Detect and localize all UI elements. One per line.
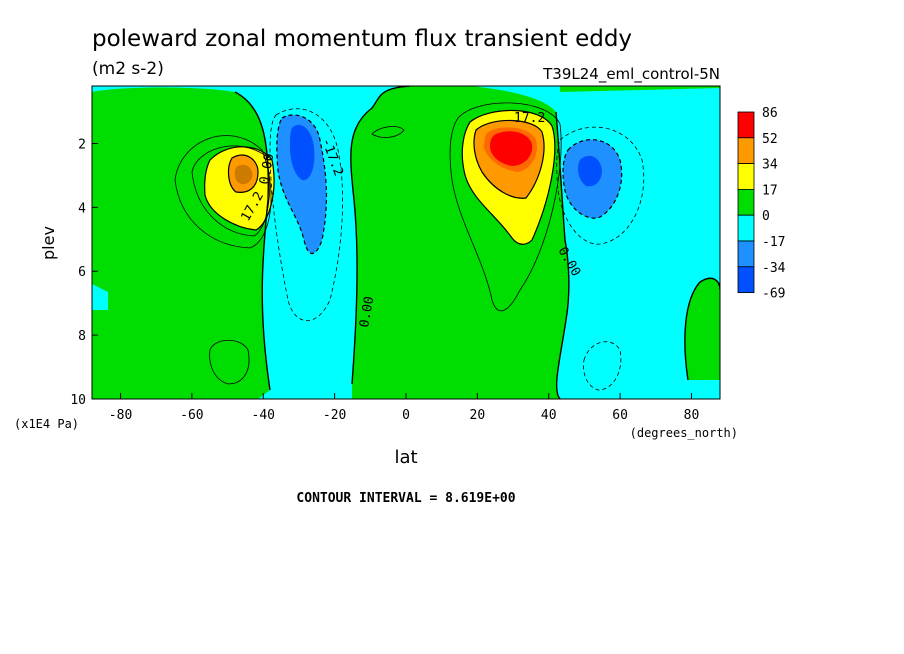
- contour-34-nh: [473, 119, 545, 199]
- x-units-label: (degrees_north): [630, 426, 738, 440]
- colorbar-label: -17: [762, 235, 785, 250]
- contour-pos-outer-sh2: [191, 145, 270, 237]
- y-units-label: (x1E4 Pa): [14, 417, 79, 431]
- x-axis-label: lat: [394, 447, 417, 468]
- x-tick-label: 20: [470, 408, 486, 423]
- y-axis: 2 4 6 8 10: [70, 137, 98, 408]
- contour-pos-lower-sh: [209, 339, 250, 385]
- colorbar-label: 0: [762, 209, 770, 224]
- y-tick-label: 10: [70, 393, 86, 408]
- plot-area: 17.2 17.2 -17.2 0.00 0.00 0.00: [91, 85, 721, 400]
- colorbar-label: -69: [762, 287, 785, 302]
- x-tick-label: -60: [180, 408, 203, 423]
- contour-lines: [174, 86, 720, 399]
- colorbar: 86 52 34 17 0 -17 -34 -69: [737, 106, 786, 302]
- contour-zero-west: [234, 91, 271, 391]
- green-region-west: [92, 87, 270, 399]
- y-tick-label: 4: [78, 201, 86, 216]
- x-tick-label: 40: [541, 408, 557, 423]
- y-axis-label: plev: [39, 226, 58, 260]
- colorbar-swatch: [737, 214, 755, 242]
- contour-34-sh: [227, 154, 259, 193]
- contour-neg-sh-outer: [269, 108, 343, 322]
- run-label: T39L24_eml_control-5N: [542, 65, 720, 84]
- x-tick-label: 0: [402, 408, 410, 423]
- contour-zero-nh: [555, 111, 570, 399]
- green-region-east: [684, 278, 720, 380]
- filled-contours: [92, 86, 720, 399]
- colorbar-swatch: [737, 111, 755, 139]
- contour-small-central: [371, 126, 405, 138]
- x-tick-label: -20: [323, 408, 346, 423]
- contour-label-zero-sh: 0.00: [257, 152, 277, 185]
- sh-negative-34: [290, 124, 315, 181]
- x-tick-label: -80: [109, 408, 132, 423]
- units-label: (m2 s-2): [92, 59, 164, 79]
- sh-positive-core: [234, 164, 253, 185]
- green-top-east: [560, 86, 720, 92]
- contour-zero-central: [350, 86, 411, 385]
- colorbar-label: 86: [762, 106, 778, 121]
- colorbar-swatch: [737, 266, 755, 293]
- colorbar-swatch: [737, 188, 755, 216]
- contour-pos-outer-nh: [449, 102, 562, 312]
- contour-17-sh: [204, 146, 275, 231]
- x-tick-label: 60: [612, 408, 628, 423]
- contour-17-nh: [461, 109, 556, 245]
- contour-label-nh-17: 17.2: [514, 111, 545, 126]
- nh-positive-86: [490, 131, 533, 166]
- nh-negative-34: [578, 155, 602, 187]
- colorbar-label: 17: [762, 183, 778, 198]
- x-tick-label: -40: [252, 408, 275, 423]
- x-tick-label: 80: [684, 408, 700, 423]
- colorbar-label: 52: [762, 132, 778, 147]
- colorbar-label: -34: [762, 261, 786, 276]
- contour-neg-sh-17: [276, 114, 328, 255]
- colorbar-swatch: [737, 137, 755, 165]
- colorbar-swatch: [737, 163, 755, 190]
- y-tick-label: 6: [78, 265, 86, 280]
- contour-interval-text: CONTOUR INTERVAL = 8.619E+00: [296, 491, 515, 506]
- y-tick-label: 2: [78, 137, 86, 152]
- y-tick-label: 8: [78, 329, 86, 344]
- chart-title: poleward zonal momentum flux transient e…: [92, 26, 632, 52]
- contour-zero-east: [684, 277, 720, 381]
- colorbar-swatch: [737, 240, 755, 268]
- x-axis: -80 -60 -40 -20 0 20 40 60 80: [109, 393, 699, 423]
- colorbar-label: 34: [762, 158, 778, 173]
- contour-label-zero-central: 0.00: [357, 295, 377, 328]
